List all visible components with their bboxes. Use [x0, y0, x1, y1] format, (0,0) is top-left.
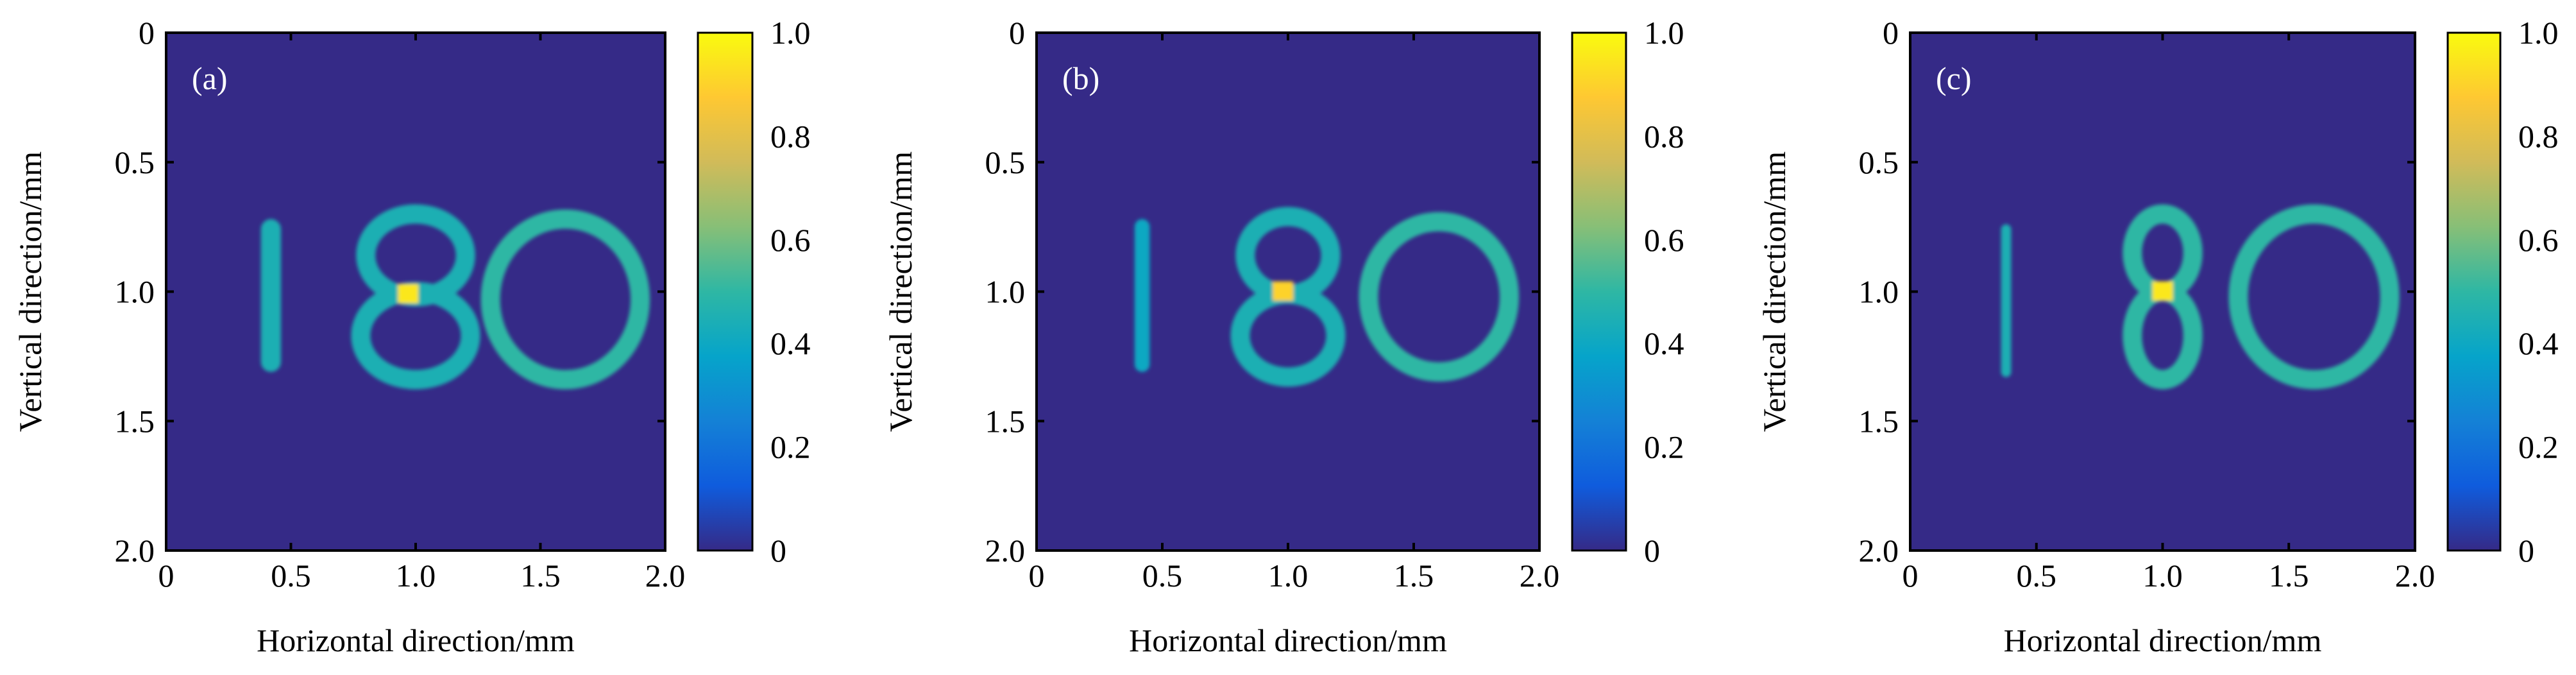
x-tick-label: 2.0 — [1520, 558, 1560, 594]
x-tick-label: 0.5 — [271, 558, 311, 594]
y-tick-label: 1.5 — [1859, 403, 1899, 439]
colorbar-tick-label: 0 — [2518, 533, 2534, 568]
y-tick-label: 1.5 — [115, 403, 155, 439]
x-tick-label: 1.5 — [2269, 558, 2309, 594]
y-tick-label: 1.0 — [1859, 274, 1899, 310]
heatmap-marks — [2001, 204, 2400, 389]
colorbar-tick-label: 0.8 — [2518, 118, 2559, 154]
digit-zero-ring — [2228, 204, 2400, 389]
colorbar — [697, 31, 754, 552]
y-tick-label: 1.0 — [115, 274, 155, 310]
hotspot-mark — [1273, 281, 1294, 301]
digit-zero-ring — [1359, 212, 1519, 382]
y-tick-label: 2.0 — [115, 533, 155, 568]
x-tick-label: 1.0 — [2142, 558, 2183, 594]
y-tick-label: 2.0 — [985, 533, 1026, 568]
colorbar-tick-label: 0 — [1644, 533, 1660, 568]
y-tick-label: 0.5 — [985, 144, 1026, 180]
x-tick-label: 2.0 — [645, 558, 686, 594]
heatmap-marks — [260, 204, 650, 389]
hotspot-mark — [2152, 281, 2173, 301]
colorbar-tick-label: 0.4 — [1644, 325, 1684, 361]
panel-label: (c) — [1936, 60, 1972, 96]
y-tick-label: 1.0 — [985, 274, 1026, 310]
colorbar-tick-label: 0.2 — [1644, 429, 1684, 465]
colorbar-tick-label: 1.0 — [770, 15, 811, 51]
colorbar-tick-label: 1.0 — [2518, 15, 2559, 51]
x-tick-label: 0.5 — [1142, 558, 1183, 594]
y-axis-label: Vertical direction/mm — [1756, 151, 1792, 432]
digit-zero-ring — [480, 209, 650, 389]
y-tick-label: 2.0 — [1859, 533, 1899, 568]
x-tick-label: 1.5 — [1394, 558, 1434, 594]
panel-label: (a) — [192, 60, 228, 96]
x-tick-label: 1.0 — [396, 558, 436, 594]
x-axis-label: Horizontal direction/mm — [257, 622, 575, 658]
digit-one-mark — [1134, 219, 1150, 372]
y-tick-label: 0.5 — [1859, 144, 1899, 180]
y-axis-label: Vertical direction/mm — [12, 151, 48, 432]
colorbar-tick-label: 0 — [770, 533, 786, 568]
hotspot-mark — [398, 284, 419, 303]
x-tick-label: 1.5 — [520, 558, 561, 594]
colorbar — [1571, 31, 1627, 552]
colorbar — [2446, 31, 2502, 552]
panel-a: 0 0.5 1.0 1.5 2.000.51.01.52.0(a)Horizontal … — [12, 15, 811, 658]
panel-c: 0 0.5 1.0 1.5 2.000.51.01.52.0(c)Horizontal … — [1756, 15, 2559, 658]
digit-one-mark — [2001, 224, 2012, 377]
y-tick-label: 0 — [139, 15, 155, 51]
x-tick-label: 0 — [1029, 558, 1045, 594]
colorbar-tick-label: 0.8 — [770, 118, 811, 154]
colorbar-tick-label: 0.6 — [2518, 222, 2559, 258]
x-tick-label: 0 — [158, 558, 174, 594]
x-tick-label: 0 — [1902, 558, 1919, 594]
colorbar-tick-label: 0.2 — [2518, 429, 2559, 465]
x-tick-label: 1.0 — [1268, 558, 1309, 594]
panel-b: 0 0.5 1.0 1.5 2.000.51.01.52.0(b)Horizontal … — [883, 15, 1684, 658]
digit-one-mark — [260, 219, 281, 372]
y-tick-label: 0.5 — [115, 144, 155, 180]
y-tick-label: 1.5 — [985, 403, 1026, 439]
colorbar-tick-label: 0.8 — [1644, 118, 1684, 154]
colorbar-tick-label: 0.4 — [2518, 325, 2559, 361]
colorbar-tick-label: 0.2 — [770, 429, 811, 465]
y-tick-label: 0 — [1883, 15, 1899, 51]
heatmap-marks — [1134, 207, 1519, 387]
colorbar-tick-label: 0.6 — [1644, 222, 1684, 258]
x-tick-label: 2.0 — [2395, 558, 2436, 594]
colorbar-tick-label: 0.4 — [770, 325, 811, 361]
y-tick-label: 0 — [1009, 15, 1025, 51]
y-axis-label: Vertical direction/mm — [883, 151, 919, 432]
x-tick-label: 0.5 — [2017, 558, 2057, 594]
x-axis-label: Horizontal direction/mm — [2004, 622, 2322, 658]
panel-label: (b) — [1062, 60, 1099, 96]
x-axis-label: Horizontal direction/mm — [1129, 622, 1447, 658]
colorbar-tick-label: 0.6 — [770, 222, 811, 258]
colorbar-tick-label: 1.0 — [1644, 15, 1684, 51]
